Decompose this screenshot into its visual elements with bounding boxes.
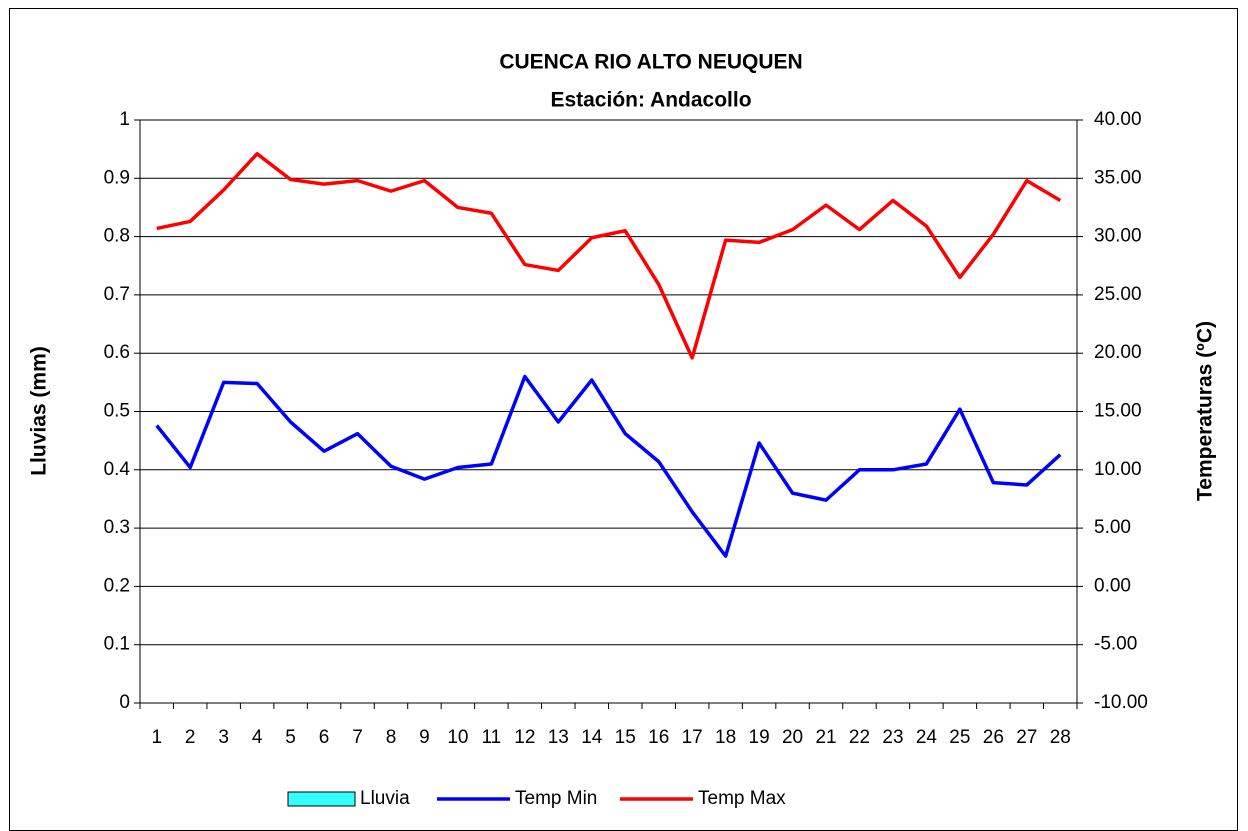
y-tick-label: 0 bbox=[119, 692, 130, 713]
y2-tick-label: 30.00 bbox=[1094, 226, 1142, 247]
y2-tick-label: -10.00 bbox=[1094, 692, 1148, 713]
y2-tick-label: 5.00 bbox=[1094, 517, 1131, 538]
x-tick-label: 12 bbox=[514, 727, 535, 748]
y-tick-label: 0.9 bbox=[104, 167, 130, 188]
y2-axis-label: Temperaturas (ºC) bbox=[1194, 321, 1217, 501]
legend-label: Lluvia bbox=[360, 788, 410, 809]
x-tick-label: 28 bbox=[1050, 727, 1071, 748]
x-tick-label: 8 bbox=[386, 727, 397, 748]
y-tick-label: 0.4 bbox=[104, 459, 131, 480]
x-tick-label: 3 bbox=[218, 727, 229, 748]
x-tick-label: 5 bbox=[285, 727, 296, 748]
line-series bbox=[155, 374, 1062, 558]
x-tick-label: 22 bbox=[849, 727, 870, 748]
x-tick-label: 26 bbox=[983, 727, 1004, 748]
legend-swatch bbox=[287, 791, 356, 807]
x-tick-label: 27 bbox=[1016, 727, 1037, 748]
x-tick-label: 20 bbox=[782, 727, 803, 748]
y-tick-label: 0.5 bbox=[104, 401, 130, 422]
x-tick-label: 24 bbox=[916, 727, 938, 748]
y2-tick-label: 15.00 bbox=[1094, 401, 1142, 422]
x-tick-label: 14 bbox=[581, 727, 603, 748]
y-tick-label: 0.3 bbox=[104, 517, 130, 538]
legend-label: Temp Max bbox=[698, 788, 786, 809]
y-axis-label: Lluvias (mm) bbox=[28, 346, 51, 476]
y-tick-label: 0.2 bbox=[104, 575, 130, 596]
line-series bbox=[156, 152, 1062, 360]
chart-title: CUENCA RIO ALTO NEUQUEN bbox=[499, 51, 802, 74]
x-tick-label: 21 bbox=[815, 727, 836, 748]
x-tick-label: 4 bbox=[252, 727, 263, 748]
x-tick-label: 9 bbox=[419, 727, 430, 748]
x-tick-label: 16 bbox=[648, 727, 669, 748]
chart-subtitle: Estación: Andacollo bbox=[550, 89, 751, 112]
x-tick-label: 17 bbox=[682, 727, 703, 748]
x-tick-label: 6 bbox=[319, 727, 330, 748]
x-tick-label: 2 bbox=[185, 727, 196, 748]
y2-tick-label: -5.00 bbox=[1094, 634, 1137, 655]
y2-tick-label: 20.00 bbox=[1094, 342, 1142, 363]
y-tick-label: 0.8 bbox=[104, 226, 130, 247]
y2-tick-label: 25.00 bbox=[1094, 284, 1142, 305]
x-tick-label: 18 bbox=[715, 727, 736, 748]
y2-tick-label: 40.00 bbox=[1094, 109, 1142, 130]
y-tick-label: 1 bbox=[119, 109, 130, 130]
x-tick-label: 11 bbox=[482, 727, 502, 748]
x-tick-label: 15 bbox=[615, 727, 636, 748]
x-tick-label: 23 bbox=[882, 727, 903, 748]
y2-tick-label: 10.00 bbox=[1094, 459, 1142, 480]
y2-tick-label: 0.00 bbox=[1094, 575, 1131, 596]
x-tick-label: 10 bbox=[447, 727, 468, 748]
y-tick-label: 0.7 bbox=[104, 284, 130, 305]
y-tick-label: 0.6 bbox=[104, 342, 130, 363]
x-tick-label: 13 bbox=[548, 727, 569, 748]
y-tick-label: 0.1 bbox=[104, 634, 130, 655]
x-tick-label: 25 bbox=[949, 727, 970, 748]
x-tick-label: 19 bbox=[749, 727, 770, 748]
legend-label: Temp Min bbox=[515, 788, 597, 809]
y2-tick-label: 35.00 bbox=[1094, 167, 1142, 188]
chart-border bbox=[9, 8, 1238, 831]
x-tick-label: 7 bbox=[352, 727, 363, 748]
x-tick-label: 1 bbox=[151, 727, 162, 748]
